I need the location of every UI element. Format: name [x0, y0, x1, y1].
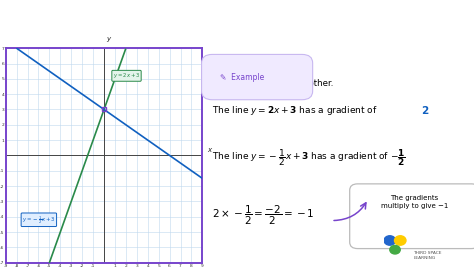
FancyBboxPatch shape [350, 184, 474, 249]
Text: The gradients
multiply to give −1: The gradients multiply to give −1 [381, 195, 448, 209]
Text: have gradients that multiply to give $-1$.: have gradients that multiply to give $-1… [83, 58, 260, 71]
Text: $\mathbf{2}$: $\mathbf{2}$ [421, 104, 429, 116]
Text: negative reciprocals: negative reciprocals [179, 79, 279, 88]
Text: $y=-\frac{1}{2}x+3$: $y=-\frac{1}{2}x+3$ [22, 214, 55, 226]
Text: THIRD SPACE
LEARNING: THIRD SPACE LEARNING [413, 251, 442, 260]
FancyBboxPatch shape [201, 54, 313, 100]
Text: The line $y = \mathbf{2}x + \mathbf{3}$ has a gradient of: The line $y = \mathbf{2}x + \mathbf{3}$ … [212, 104, 378, 117]
Text: The line $y = -\dfrac{1}{2}x + \mathbf{3}$ has a gradient of $-\dfrac{\mathbf{1}: The line $y = -\dfrac{1}{2}x + \mathbf{3… [212, 147, 406, 168]
Text: $2 \times -\dfrac{1}{2} = \dfrac{-2}{2} = -1$: $2 \times -\dfrac{1}{2} = \dfrac{-2}{2} … [212, 203, 315, 226]
Circle shape [384, 236, 395, 245]
Text: $x$: $x$ [207, 146, 213, 154]
Circle shape [390, 245, 400, 254]
Text: ✎  Example: ✎ Example [220, 73, 264, 81]
Text: $y$: $y$ [106, 35, 112, 44]
Text: Parallel and Perpendicular Lines: Parallel and Perpendicular Lines [6, 20, 283, 35]
Text: $y=2x+3$: $y=2x+3$ [113, 71, 140, 80]
Circle shape [394, 236, 406, 245]
Text: of each other.: of each other. [271, 79, 334, 88]
Text: The gradients of perpendicular lines are the: The gradients of perpendicular lines are… [6, 79, 199, 88]
Text: Perpendicular lines: Perpendicular lines [6, 58, 100, 67]
